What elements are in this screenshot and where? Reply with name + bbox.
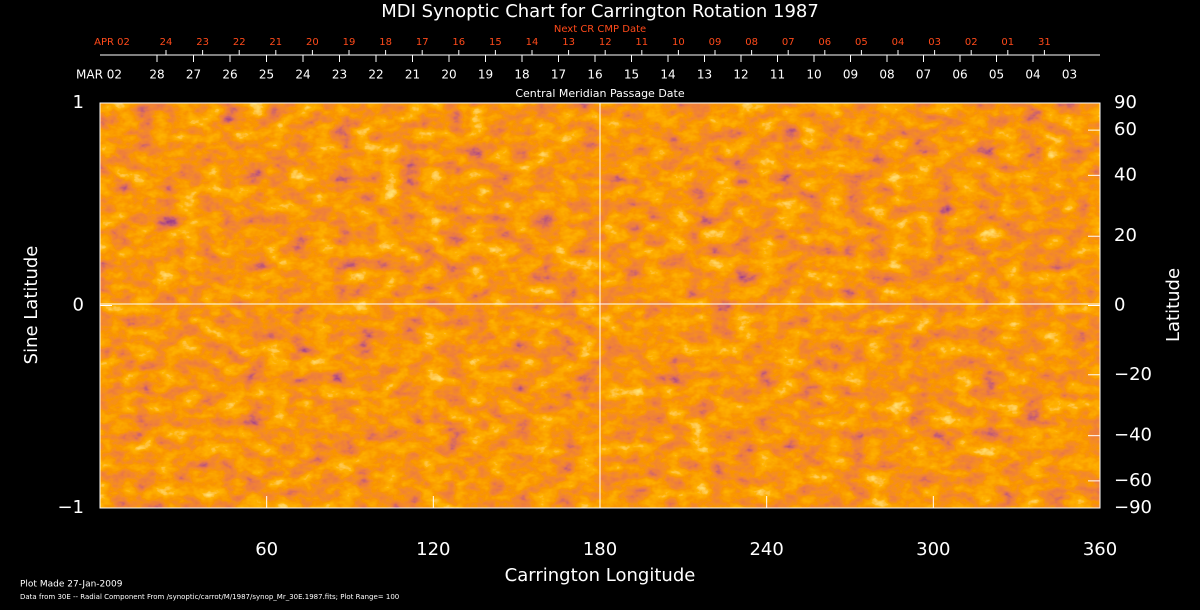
y2-tick-label: −20 [1114,364,1152,385]
next-cr-date: 13 [562,37,575,48]
x-tick-label: 240 [749,539,783,560]
cmp-date: 09 [843,68,858,82]
cmp-date: 08 [879,68,894,82]
x-axis-title: Carrington Longitude [505,565,696,586]
y-axis-title: Sine Latitude [21,246,42,365]
next-cr-date: 02 [965,37,978,48]
next-cr-date: 16 [452,37,465,48]
cmp-date: 23 [332,68,347,82]
cmp-date: 06 [952,68,967,82]
y2-tick-label: 0 [1114,295,1125,316]
cmp-date: 17 [551,68,566,82]
y2-tick-label: −60 [1114,470,1152,491]
next-cr-date: 10 [672,37,685,48]
cmp-date: 18 [514,68,529,82]
x-tick-label: 60 [255,539,278,560]
y-tick-label: 1 [73,92,84,113]
top-axis-title: Next CR CMP Date [554,24,646,35]
x-tick-label: 300 [916,539,950,560]
cmp-date: 25 [259,68,274,82]
cmp-date: 13 [697,68,712,82]
y2-tick-label: 90 [1114,92,1137,113]
y-tick-label: −1 [57,497,84,518]
cmp-date: 15 [624,68,639,82]
next-cr-date: 21 [269,37,282,48]
cmp-date: 03 [1062,68,1077,82]
next-cr-date: 14 [526,37,539,48]
next-cr-date: 09 [709,37,722,48]
cmp-date: 16 [587,68,602,82]
y2-tick-label: 40 [1114,164,1137,185]
y2-tick-label: 60 [1114,119,1137,140]
x-tick-label: 180 [583,539,617,560]
y2-tick-label: 20 [1114,225,1137,246]
next-cr-date: APR 02 [94,37,130,48]
cmp-date: 14 [660,68,675,82]
next-cr-date: 12 [599,37,612,48]
next-cr-date: 08 [745,37,758,48]
next-cr-date: 18 [379,37,392,48]
next-cr-date: 31 [1038,37,1051,48]
cmp-date: 10 [806,68,821,82]
x-tick-label: 360 [1083,539,1117,560]
x-tick-label: 120 [416,539,450,560]
next-cr-date: 23 [196,37,209,48]
y2-tick-label: −40 [1114,425,1152,446]
next-cr-date: 07 [782,37,795,48]
footer-line: Data from 30E -- Radial Component From /… [20,593,399,601]
cmp-date: 19 [478,68,493,82]
cmp-date: 07 [916,68,931,82]
next-cr-date: 24 [160,37,173,48]
next-cr-date: 15 [489,37,502,48]
cmp-date: 05 [989,68,1004,82]
next-cr-date: 20 [306,37,319,48]
next-cr-date: 01 [1001,37,1014,48]
next-cr-date: 05 [855,37,868,48]
next-cr-date: 06 [818,37,831,48]
cmp-date: 11 [770,68,785,82]
cmp-date: 12 [733,68,748,82]
y2-tick-label: −90 [1114,497,1152,518]
cmp-date: 04 [1025,68,1040,82]
y-tick-label: 0 [73,295,84,316]
next-cr-date: 11 [635,37,648,48]
cmp-date: 22 [368,68,383,82]
next-cr-date: 22 [233,37,246,48]
y2-axis-title: Latitude [1163,268,1184,342]
chart-title: MDI Synoptic Chart for Carrington Rotati… [381,1,819,22]
cmp-date: 28 [149,68,164,82]
footer-line: Plot Made 27-Jan-2009 [20,580,123,590]
next-cr-date: 04 [892,37,905,48]
next-cr-date: 19 [343,37,356,48]
cmp-date: 20 [441,68,456,82]
cmp-axis-title: Central Meridian Passage Date [515,87,684,100]
next-cr-date: 03 [928,37,941,48]
next-cr-date: 17 [416,37,429,48]
cmp-date: 27 [186,68,201,82]
cmp-date: 21 [405,68,420,82]
cmp-date: 24 [295,68,310,82]
cmp-date: MAR 02 [76,68,122,82]
cmp-date: 26 [222,68,237,82]
